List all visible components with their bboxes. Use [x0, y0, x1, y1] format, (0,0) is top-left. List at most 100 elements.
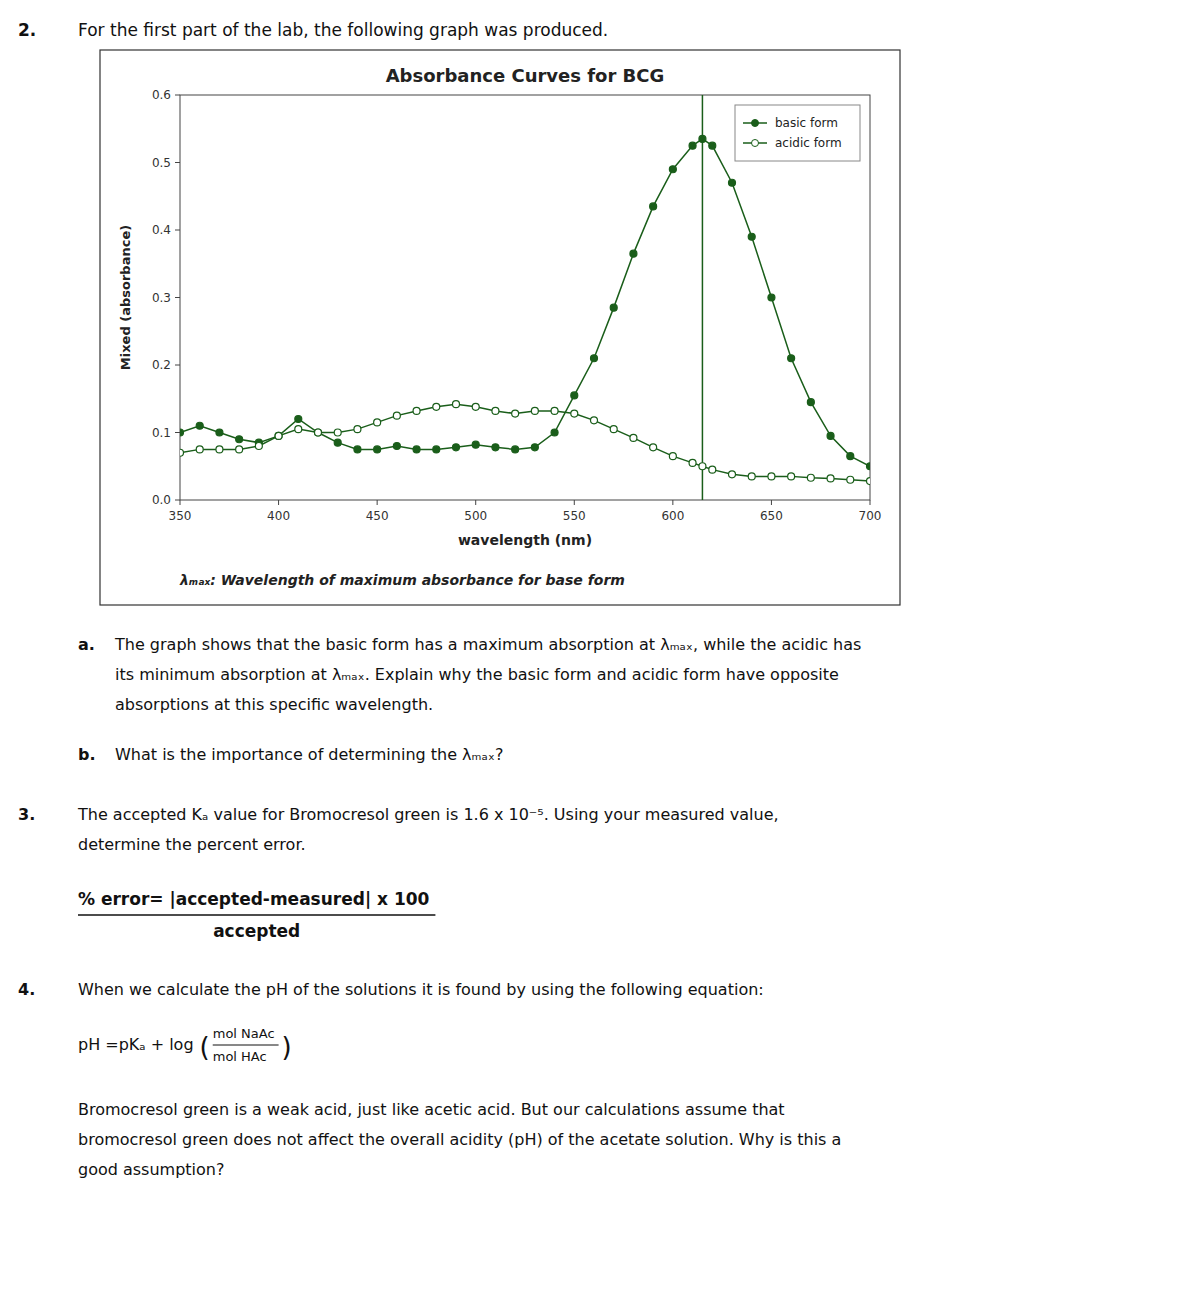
- question-text: its minimum absorption at λₘₐₓ. Explain …: [115, 665, 839, 684]
- question-text: bromocresol green does not affect the ov…: [78, 1130, 841, 1149]
- x-tick-label: 550: [563, 509, 586, 523]
- series-point: [847, 476, 854, 483]
- series-point: [393, 412, 400, 419]
- series-point: [867, 478, 871, 485]
- x-tick: [377, 500, 378, 505]
- equation-paren: ): [282, 1032, 292, 1062]
- series-point: [788, 473, 795, 480]
- equation-text: pH =pKₐ + log: [78, 1035, 194, 1054]
- series-point: [699, 135, 706, 142]
- series-point: [729, 179, 736, 186]
- chart-box: [100, 50, 900, 605]
- y-tick: [175, 500, 180, 501]
- series-point: [571, 410, 578, 417]
- series-point: [571, 392, 578, 399]
- x-axis-label: wavelength (nm): [458, 532, 592, 548]
- y-tick-label: 0.5: [152, 156, 171, 170]
- legend-box: [735, 105, 860, 161]
- series-point: [492, 444, 499, 451]
- series-point: [354, 446, 361, 453]
- series-point: [216, 429, 223, 436]
- question-number: 2.: [18, 20, 36, 40]
- formula-numerator: % error= |accepted-measured| x 100: [78, 889, 430, 909]
- question-letter: a.: [78, 635, 95, 654]
- y-tick: [175, 297, 180, 298]
- series-point: [315, 429, 322, 436]
- equation-numerator: mol NaAc: [213, 1026, 275, 1041]
- series-point: [689, 459, 696, 466]
- question-text: For the first part of the lab, the follo…: [78, 20, 608, 40]
- fraction-bar: [213, 1045, 279, 1046]
- equation-paren: (: [200, 1032, 210, 1062]
- y-tick-label: 0.0: [152, 493, 171, 507]
- series-line: [180, 139, 870, 466]
- formula-denominator: accepted: [213, 921, 300, 941]
- series-point: [748, 473, 755, 480]
- series-point: [334, 439, 341, 446]
- series-point: [630, 434, 637, 441]
- y-tick-label: 0.3: [152, 291, 171, 305]
- y-tick-label: 0.4: [152, 223, 171, 237]
- question-text: Bromocresol green is a weak acid, just l…: [78, 1100, 785, 1119]
- series-point: [393, 443, 400, 450]
- series-point: [413, 407, 420, 414]
- x-tick: [771, 500, 772, 505]
- question-text: good assumption?: [78, 1160, 224, 1179]
- y-tick-label: 0.6: [152, 88, 171, 102]
- series-point: [295, 426, 302, 433]
- series-point: [236, 446, 243, 453]
- series-point: [413, 446, 420, 453]
- series-point: [591, 417, 598, 424]
- series-point: [275, 432, 282, 439]
- series-point: [610, 304, 617, 311]
- question-text: The graph shows that the basic form has …: [114, 635, 861, 654]
- chart-title: Absorbance Curves for BCG: [386, 65, 665, 86]
- y-tick-label: 0.2: [152, 358, 171, 372]
- legend-label: basic form: [775, 116, 838, 130]
- series-point: [650, 444, 657, 451]
- lambda-max-line: [702, 95, 704, 500]
- series-point: [689, 142, 696, 149]
- y-tick: [175, 162, 180, 163]
- series-point: [354, 426, 361, 433]
- series-point: [472, 403, 479, 410]
- question-number: 4.: [18, 980, 35, 999]
- series-point: [196, 422, 203, 429]
- series-point: [374, 446, 381, 453]
- y-tick: [175, 432, 180, 433]
- series-point: [334, 429, 341, 436]
- legend-label: acidic form: [775, 136, 842, 150]
- series-point: [180, 429, 184, 436]
- series-point: [709, 142, 716, 149]
- question-text: What is the importance of determining th…: [115, 745, 503, 764]
- x-tick: [870, 500, 871, 505]
- y-tick-label: 0.1: [152, 426, 171, 440]
- x-tick: [475, 500, 476, 505]
- x-tick: [180, 500, 181, 505]
- series-point: [807, 399, 814, 406]
- x-tick-label: 700: [859, 509, 882, 523]
- series-point: [453, 401, 460, 408]
- series-point: [531, 444, 538, 451]
- plot-data: [180, 95, 870, 500]
- series-point: [650, 203, 657, 210]
- question-text: When we calculate the pH of the solution…: [78, 980, 764, 999]
- series-point: [512, 446, 519, 453]
- x-tick-label: 500: [464, 509, 487, 523]
- series-point: [453, 444, 460, 451]
- series-point: [827, 475, 834, 482]
- series-point: [472, 441, 479, 448]
- x-tick: [278, 500, 279, 505]
- y-tick: [175, 95, 180, 96]
- series-point: [847, 453, 854, 460]
- series-point: [709, 466, 716, 473]
- question-text: The accepted Kₐ value for Bromocresol gr…: [77, 805, 779, 824]
- series-point: [374, 419, 381, 426]
- series-point: [591, 355, 598, 362]
- x-tick: [672, 500, 673, 505]
- question-text: absorptions at this specific wavelength.: [115, 695, 433, 714]
- legend: basic form acidic form: [735, 105, 860, 161]
- question-number: 3.: [18, 805, 35, 824]
- y-tick: [175, 365, 180, 366]
- series-point: [748, 233, 755, 240]
